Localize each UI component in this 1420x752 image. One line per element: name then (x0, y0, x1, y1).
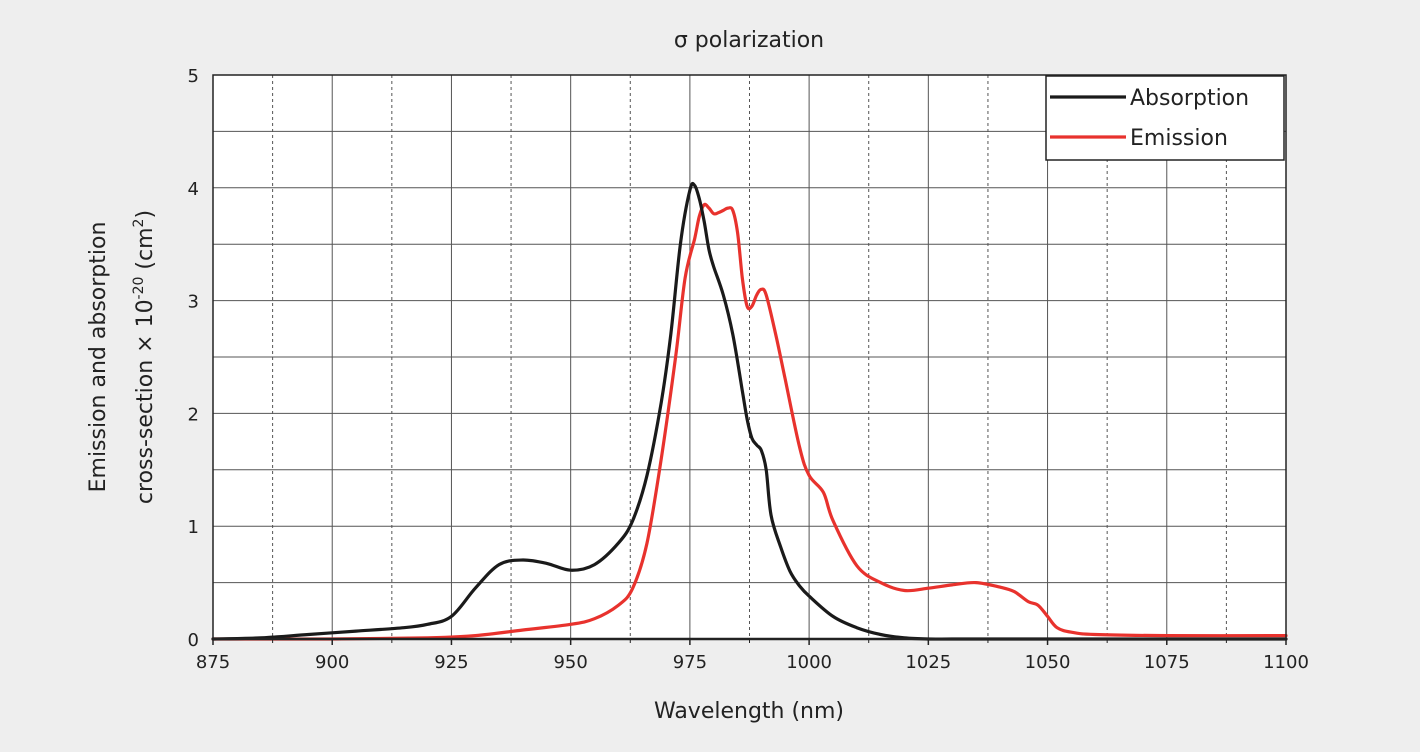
x-tick-label: 875 (196, 652, 230, 673)
series-line-emission (211, 202, 1288, 641)
y-axis-title-exponent: -20 (131, 277, 147, 300)
y-tick-label: 3 (188, 292, 199, 313)
legend: Absorption Emission (1045, 75, 1285, 161)
x-tick-label: 1075 (1144, 652, 1190, 673)
y-tick-label: 1 (188, 517, 199, 538)
y-tick-label: 5 (188, 66, 199, 87)
series-layer (211, 181, 1288, 641)
legend-box (1045, 75, 1285, 161)
chart-title: σ polarization (674, 28, 824, 53)
x-tick-label: 925 (434, 652, 468, 673)
x-tick-label: 1025 (905, 652, 951, 673)
y-axis-title-unit-open: (cm (133, 227, 158, 276)
x-axis-title: Wavelength (nm) (654, 699, 844, 724)
x-tick-label: 950 (553, 652, 587, 673)
y-axis-title-2: cross-section × 10-20 (cm2) (131, 210, 158, 504)
y-tick-label: 0 (188, 630, 199, 651)
y-axis-title-line1: Emission and absorption (86, 222, 111, 493)
y-axis-title-unit-exponent: 2 (131, 219, 147, 228)
axis-layer: 875 900 925 950 975 1000 1025 1050 1075 1100 0 1 2 3 4… (188, 66, 1309, 673)
y-axis-title-unit-close: ) (133, 210, 158, 219)
grid-layer (212, 74, 1287, 640)
x-tick-label: 1050 (1025, 652, 1071, 673)
legend-label-emission: Emission (1130, 126, 1228, 151)
series-line-absorption (211, 181, 1288, 641)
x-tick-label: 1000 (786, 652, 832, 673)
x-tick-label: 1100 (1263, 652, 1309, 673)
y-tick-label: 4 (188, 179, 199, 200)
x-tick-label: 975 (673, 652, 707, 673)
x-tick-label: 900 (315, 652, 349, 673)
y-axis-title: Emission and absorption (86, 222, 111, 493)
y-axis-title-prefix: cross-section × 10 (133, 299, 158, 504)
y-tick-label: 2 (188, 404, 199, 425)
legend-label-absorption: Absorption (1130, 86, 1249, 111)
y-axis-title-line2: cross-section × 10-20 (cm2) (131, 210, 158, 504)
